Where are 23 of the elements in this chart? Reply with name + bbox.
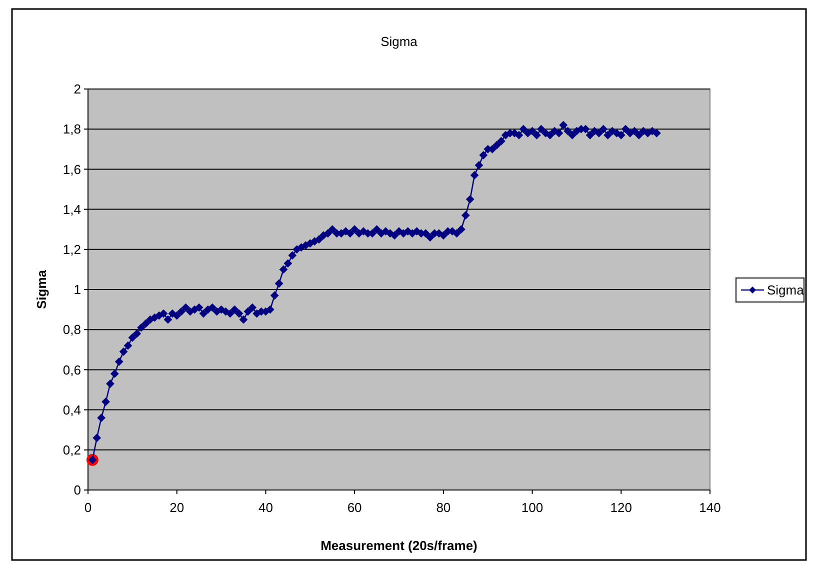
x-tick-label: 80 [436,500,451,515]
y-tick-label: 1,2 [62,242,81,257]
y-tick-label: 0,8 [62,322,81,338]
x-tick-label: 60 [347,500,362,515]
y-tick-label: 0,4 [62,402,81,418]
y-axis-title: Sigma [34,269,49,310]
chart-title: Sigma [380,34,418,49]
y-tick-label: 0 [74,482,81,498]
y-tick-label: 1,4 [62,202,81,217]
x-axis-title: Measurement (20s/frame) [320,538,478,553]
x-tick-label: 40 [258,500,273,515]
x-tick-label: 100 [521,500,544,515]
x-tick-label: 20 [170,500,184,515]
x-tick-label: 120 [610,500,632,515]
y-tick-label: 1 [74,282,81,298]
y-tick-label: 0,2 [62,442,81,458]
legend-label: Sigma [767,282,805,298]
x-tick-label: 0 [84,500,92,515]
y-tick-label: 0,6 [62,362,81,378]
y-tick-label: 1,6 [62,162,81,177]
y-tick-label: 2 [74,82,81,97]
y-tick-label: 1,8 [62,122,81,137]
x-tick-label: 140 [699,500,721,515]
